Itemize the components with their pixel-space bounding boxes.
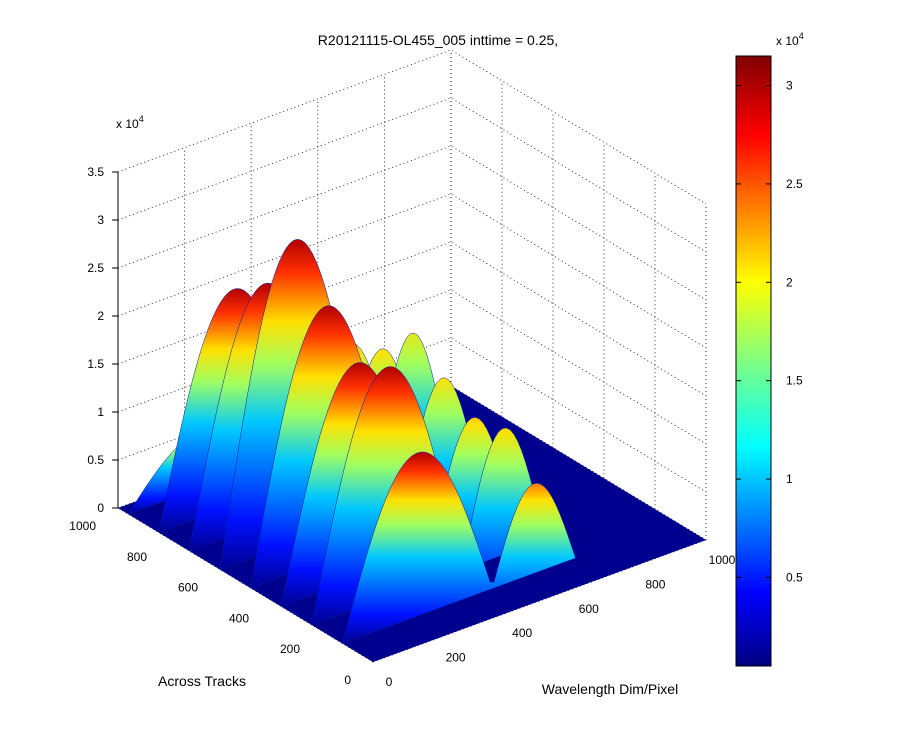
axis-ticks: 00.511.522.533.5020040060080010000200400… [69,165,735,689]
y-axis-title: Across Tracks [158,673,246,689]
surface-plot [118,238,706,662]
x-tick-label: 0 [386,675,393,689]
x-tick-label: 400 [512,626,532,640]
colorbar-tick-label: 0.5 [786,570,803,584]
z-tick-label: 1 [97,405,104,419]
x-tick-label: 600 [579,602,599,616]
colorbar-tick-label: 1 [786,472,793,486]
grid-line [117,193,707,349]
y-tick-label: 0 [344,673,351,687]
y-tick-label: 800 [127,550,147,564]
x-tick-label: 800 [645,577,665,591]
z-tick-label: 1.5 [87,357,104,371]
colorbar-exponent-label: x 104 [776,31,804,48]
z-tick-label: 0 [97,501,104,515]
y-tick-label: 400 [229,611,249,625]
x-axis-title: Wavelength Dim/Pixel [542,681,678,697]
y-tick-label: 1000 [69,519,96,533]
colorbar-tick-label: 1.5 [786,374,803,388]
z-tick-label: 2.5 [87,261,104,275]
y-tick-label: 200 [280,642,300,656]
colorbar-tick-label: 2 [786,275,793,289]
colorbar: x 104 0.5 1 1.5 2 2.5 3 [735,31,804,667]
colorbar-tick-label: 2.5 [786,177,803,191]
colorbar-gradient [735,55,772,667]
y-tick-label: 600 [178,581,198,595]
x-tick-label: 200 [446,651,466,665]
z-exponent-label: x 104 [116,114,144,131]
grid-line [117,145,707,301]
z-tick-label: 3.5 [87,165,104,179]
surface-ridge [342,451,576,644]
x-tick-label: 1000 [709,553,736,567]
z-tick-label: 2 [97,309,104,323]
chart-title: R20121115-OL455_005 inttime = 0.25, [318,32,558,48]
grid-line [117,97,707,253]
grid-line [117,49,707,205]
z-tick-label: 3 [97,213,104,227]
z-tick-label: 0.5 [87,453,104,467]
colorbar-tick-label: 3 [786,79,793,93]
colorbar-ticks: 0.5 1 1.5 2 2.5 3 [736,79,803,584]
